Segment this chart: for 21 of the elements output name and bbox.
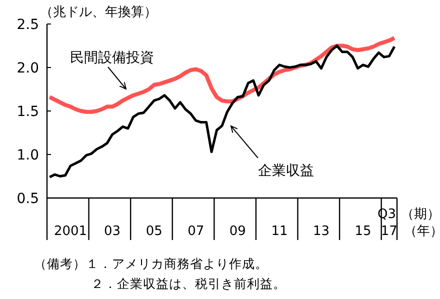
y-tick-label: 1.0 bbox=[16, 148, 39, 164]
text: ２．企業収益は、税引き前利益。 bbox=[91, 276, 286, 291]
x-tick-label: 09 bbox=[229, 224, 246, 239]
x-tick-label: 07 bbox=[188, 224, 204, 239]
y-tick-label: 2.5 bbox=[16, 17, 39, 33]
y-axis-title: （兆ドル、年換算） bbox=[40, 5, 157, 20]
series-label: 民間設備投資 bbox=[70, 50, 154, 66]
x-tick-label: 13 bbox=[312, 224, 330, 239]
x-tick-label: 15 bbox=[354, 224, 372, 239]
x-tick-label: 17 bbox=[380, 224, 398, 239]
text: （備考）１．アメリカ商務省より作成。 bbox=[34, 256, 268, 271]
y-tick-label: 2.0 bbox=[16, 60, 39, 76]
x-tick-label: 03 bbox=[104, 224, 121, 239]
x-axis-title: （年） bbox=[404, 224, 440, 239]
y-tick-label: 0.5 bbox=[16, 191, 39, 207]
x-tick-label: 05 bbox=[146, 224, 162, 239]
y-tick-label: 1.5 bbox=[16, 104, 39, 120]
legend-label: 企業収益 bbox=[258, 163, 314, 179]
x-tick-label: 11 bbox=[271, 224, 288, 239]
x-tick-label: 2001 bbox=[54, 224, 88, 239]
text: （期） bbox=[401, 207, 440, 222]
